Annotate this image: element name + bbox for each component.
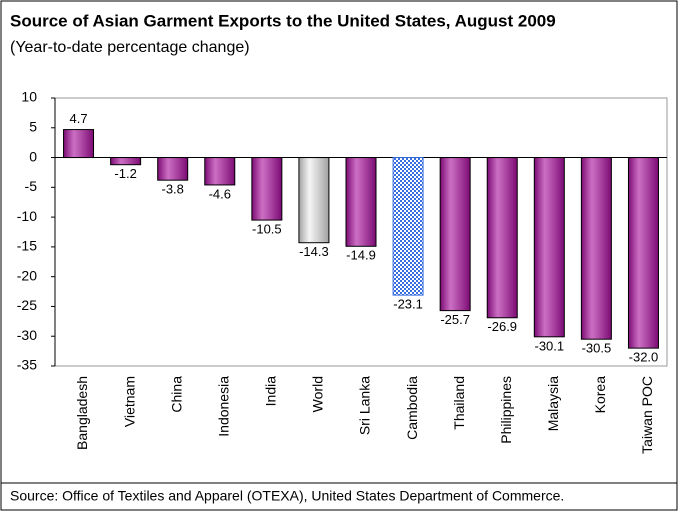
y-tick-label: -35 — [17, 357, 37, 373]
chart-title: Source of Asian Garment Exports to the U… — [10, 11, 556, 30]
x-tick-label: Sri Lanka — [357, 376, 373, 435]
chart-subtitle: (Year-to-date percentage change) — [10, 39, 250, 56]
value-label: -14.9 — [346, 248, 376, 263]
value-label: -4.6 — [209, 186, 231, 201]
value-label: -25.7 — [440, 312, 470, 327]
value-label: -30.5 — [582, 341, 612, 356]
bar — [439, 157, 471, 312]
value-label: -23.1 — [393, 297, 423, 312]
value-label: -1.2 — [114, 166, 136, 181]
bar — [298, 157, 330, 244]
value-label: -14.3 — [299, 244, 329, 259]
bar — [251, 157, 283, 221]
y-tick-label: -10 — [17, 208, 37, 224]
y-tick-label: -30 — [17, 327, 37, 343]
x-tick-label: Cambodia — [404, 376, 420, 440]
bar — [63, 129, 95, 159]
value-label: -3.8 — [161, 182, 183, 197]
y-tick-label: 0 — [29, 148, 37, 164]
y-tick-label: 10 — [21, 89, 37, 105]
x-tick-label: Korea — [592, 376, 608, 414]
value-label: -32.0 — [629, 350, 659, 365]
value-label: -10.5 — [252, 222, 282, 237]
bar — [204, 157, 236, 186]
y-tick-label: -5 — [25, 178, 38, 194]
y-tick-label: -25 — [17, 297, 37, 313]
bar — [392, 157, 424, 296]
x-tick-label: Malaysia — [545, 376, 561, 431]
x-tick-label: Indonesia — [215, 376, 231, 437]
x-tick-label: World — [310, 376, 326, 412]
bar — [627, 157, 659, 349]
x-tick-label: China — [168, 376, 184, 413]
x-tick-label: Taiwan POC — [639, 376, 655, 454]
x-tick-label: Thailand — [451, 376, 467, 430]
x-tick-label: Bangladesh — [74, 376, 90, 450]
x-tick-label: Vietnam — [121, 376, 137, 427]
bar — [580, 157, 612, 340]
bar — [157, 157, 189, 181]
source-note: Source: Office of Textiles and Apparel (… — [10, 488, 564, 504]
bar — [345, 157, 377, 247]
bar — [486, 157, 518, 319]
x-tick-label: India — [263, 376, 279, 407]
value-label: 4.7 — [69, 111, 87, 126]
bar — [110, 157, 142, 166]
bar — [533, 157, 565, 338]
value-label: -30.1 — [534, 338, 564, 353]
y-tick-label: -15 — [17, 238, 37, 254]
value-label: -26.9 — [487, 319, 517, 334]
y-tick-label: -20 — [17, 267, 37, 283]
x-tick-label: Philippines — [498, 376, 514, 444]
y-tick-label: 5 — [29, 118, 37, 134]
